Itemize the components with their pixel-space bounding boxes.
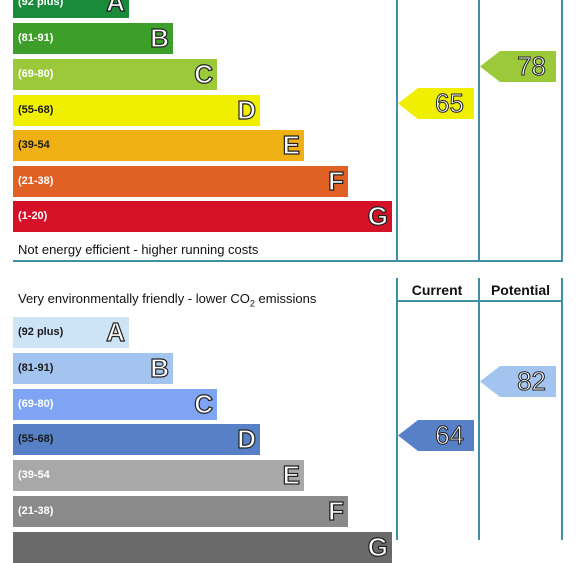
env-potential-rating: 82 (480, 366, 556, 397)
energy-band-d: (55-68) D (13, 94, 260, 126)
energy-band-g: (1-20) G (13, 200, 392, 232)
band-range: (92 plus) (18, 0, 64, 8)
band-letter: B (150, 352, 170, 383)
band-range: (55-68) (18, 433, 54, 445)
environmental-impact-panel: Current Potential Very environmentally f… (0, 278, 577, 563)
column-divider (396, 278, 398, 540)
band-range: (21-38) (18, 505, 54, 517)
band-letter: A (106, 0, 126, 18)
band-letter: D (237, 94, 257, 125)
band-letter: F (328, 165, 345, 196)
column-divider (478, 278, 480, 540)
env-band-e: (39-54 E (13, 459, 304, 491)
env-band-f: (21-38) F (13, 495, 348, 527)
band-letter: G (367, 531, 388, 562)
caption-text: emissions (254, 291, 317, 306)
energy-bottom-caption: Not energy efficient - higher running co… (18, 242, 259, 257)
energy-band-a: (92 plus) A (13, 0, 129, 18)
env-current-rating: 64 (398, 420, 474, 451)
rating-value: 82 (517, 366, 547, 397)
energy-current-rating: 65 (398, 88, 474, 119)
header-underline (396, 300, 563, 302)
rating-value: 64 (435, 420, 465, 451)
env-band-b: (81-91) B (13, 352, 173, 384)
column-divider (478, 0, 480, 262)
band-letter: E (282, 129, 301, 160)
band-range: (55-68) (18, 104, 54, 116)
energy-band-f: (21-38) F (13, 165, 348, 197)
env-band-g: G (13, 531, 392, 563)
column-divider (396, 0, 398, 262)
env-band-c: (69-80) C (13, 388, 217, 420)
column-header-current: Current (411, 282, 463, 298)
env-top-caption: Very environmentally friendly - lower CO… (18, 291, 316, 309)
band-range: (81-91) (18, 32, 54, 44)
energy-band-b: (81-91) B (13, 22, 173, 54)
band-range: (69-80) (18, 398, 54, 410)
band-range: (1-20) (18, 210, 48, 222)
column-divider (561, 278, 563, 540)
energy-potential-rating: 78 (480, 51, 556, 82)
band-letter: D (237, 423, 257, 454)
energy-efficiency-panel: (92 plus) A (81-91) B (69-80) C (55-68) … (0, 0, 577, 262)
band-letter: E (282, 459, 301, 490)
caption-subscript: 2 (249, 298, 255, 309)
band-letter: C (194, 388, 214, 419)
caption-text: Very environmentally friendly - lower CO (18, 291, 250, 306)
band-range: (92 plus) (18, 326, 64, 338)
env-band-a: (92 plus) A (13, 316, 129, 348)
band-letter: A (106, 316, 126, 347)
band-range: (21-38) (18, 175, 54, 187)
band-range: (69-80) (18, 68, 54, 80)
env-band-d: (55-68) D (13, 423, 260, 455)
band-letter: F (328, 495, 345, 526)
band-letter: C (194, 58, 214, 89)
band-range: (81-91) (18, 362, 54, 374)
panel-bottom-border (13, 260, 563, 262)
band-range: (39-54 (18, 469, 50, 481)
rating-value: 78 (517, 51, 547, 82)
column-header-potential: Potential (490, 282, 551, 298)
rating-value: 65 (435, 88, 465, 119)
band-letter: G (367, 200, 388, 231)
band-letter: B (150, 22, 170, 53)
energy-band-c: (69-80) C (13, 58, 217, 90)
band-range: (39-54 (18, 139, 50, 151)
energy-band-e: (39-54 E (13, 129, 304, 161)
column-divider (561, 0, 563, 262)
